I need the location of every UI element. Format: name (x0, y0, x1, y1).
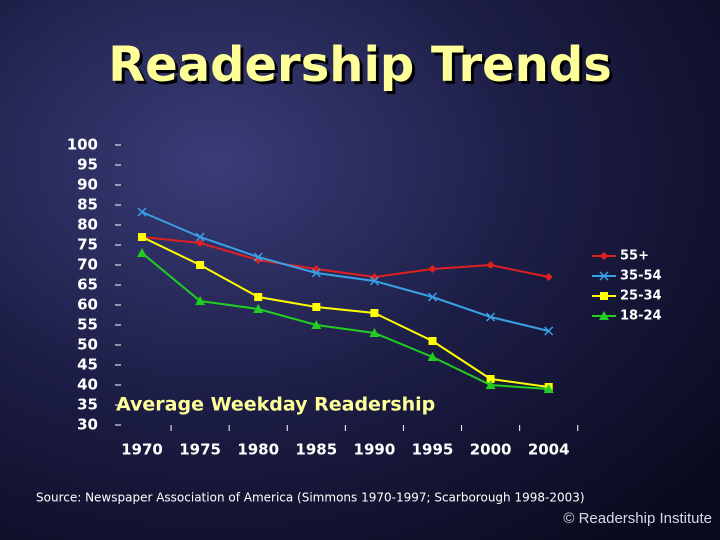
y-tick-label: 100 (67, 136, 98, 154)
y-tick-label: 65 (77, 276, 98, 294)
legend-label: 35-54 (620, 269, 662, 284)
x-tick-label: 1990 (354, 441, 396, 459)
marker (254, 293, 263, 301)
marker (428, 265, 437, 273)
y-tick-label: 85 (77, 196, 98, 214)
credit: © Readership Institute (563, 510, 712, 527)
marker (195, 296, 206, 305)
marker (369, 276, 379, 286)
x-tick-label: 1980 (237, 441, 279, 459)
chart-title-shadow: Readership Trends (111, 40, 615, 96)
marker (428, 337, 437, 345)
y-tick-label: 45 (77, 356, 98, 374)
series-line (141, 211, 549, 332)
marker (196, 261, 205, 269)
y-tick-label: 80 (77, 216, 98, 234)
marker (485, 380, 496, 389)
y-tick-label: 55 (77, 316, 98, 334)
marker (427, 292, 438, 302)
marker (486, 375, 495, 383)
marker (544, 326, 554, 336)
legend-label: 25-34 (620, 289, 662, 304)
source-note: Source: Newspaper Association of America… (36, 491, 585, 505)
y-tick-label: 90 (77, 176, 98, 194)
marker (137, 207, 147, 217)
marker (253, 252, 263, 262)
series-line (141, 252, 549, 390)
series-line (141, 236, 549, 279)
y-tick-label: 30 (77, 416, 98, 434)
x-tick-label: 2004 (528, 441, 570, 459)
y-tick-label: 75 (77, 236, 98, 254)
legend-label: 18-24 (620, 309, 662, 324)
marker (599, 311, 609, 320)
y-tick-label: 50 (77, 336, 98, 354)
marker (196, 239, 205, 247)
marker (486, 312, 496, 322)
marker (544, 273, 553, 281)
marker (311, 268, 321, 278)
marker (137, 248, 147, 257)
marker (311, 320, 322, 329)
marker (600, 292, 608, 300)
marker (138, 233, 146, 241)
x-tick-label: 1985 (295, 441, 337, 459)
series-line (141, 236, 549, 388)
marker (369, 328, 380, 337)
marker (599, 271, 609, 281)
marker (370, 309, 379, 317)
marker (486, 261, 495, 269)
y-tick-label: 40 (77, 376, 98, 394)
chart-title: Readership Trends (108, 37, 612, 93)
marker (312, 303, 321, 311)
x-tick-label: 1975 (179, 441, 221, 459)
y-tick-label: 95 (77, 156, 98, 174)
x-axis-title: Average Weekday Readership (116, 394, 435, 416)
x-tick-label: 2000 (470, 441, 512, 459)
x-tick-label: 1970 (121, 441, 163, 459)
x-tick-label: 1995 (412, 441, 454, 459)
marker (427, 352, 438, 361)
marker (600, 252, 608, 260)
y-tick-label: 35 (77, 396, 98, 414)
marker (195, 232, 205, 242)
y-tick-label: 60 (77, 296, 98, 314)
marker (253, 304, 264, 313)
marker (543, 384, 554, 393)
y-tick-label: 70 (77, 256, 98, 274)
legend-label: 55+ (620, 249, 649, 264)
